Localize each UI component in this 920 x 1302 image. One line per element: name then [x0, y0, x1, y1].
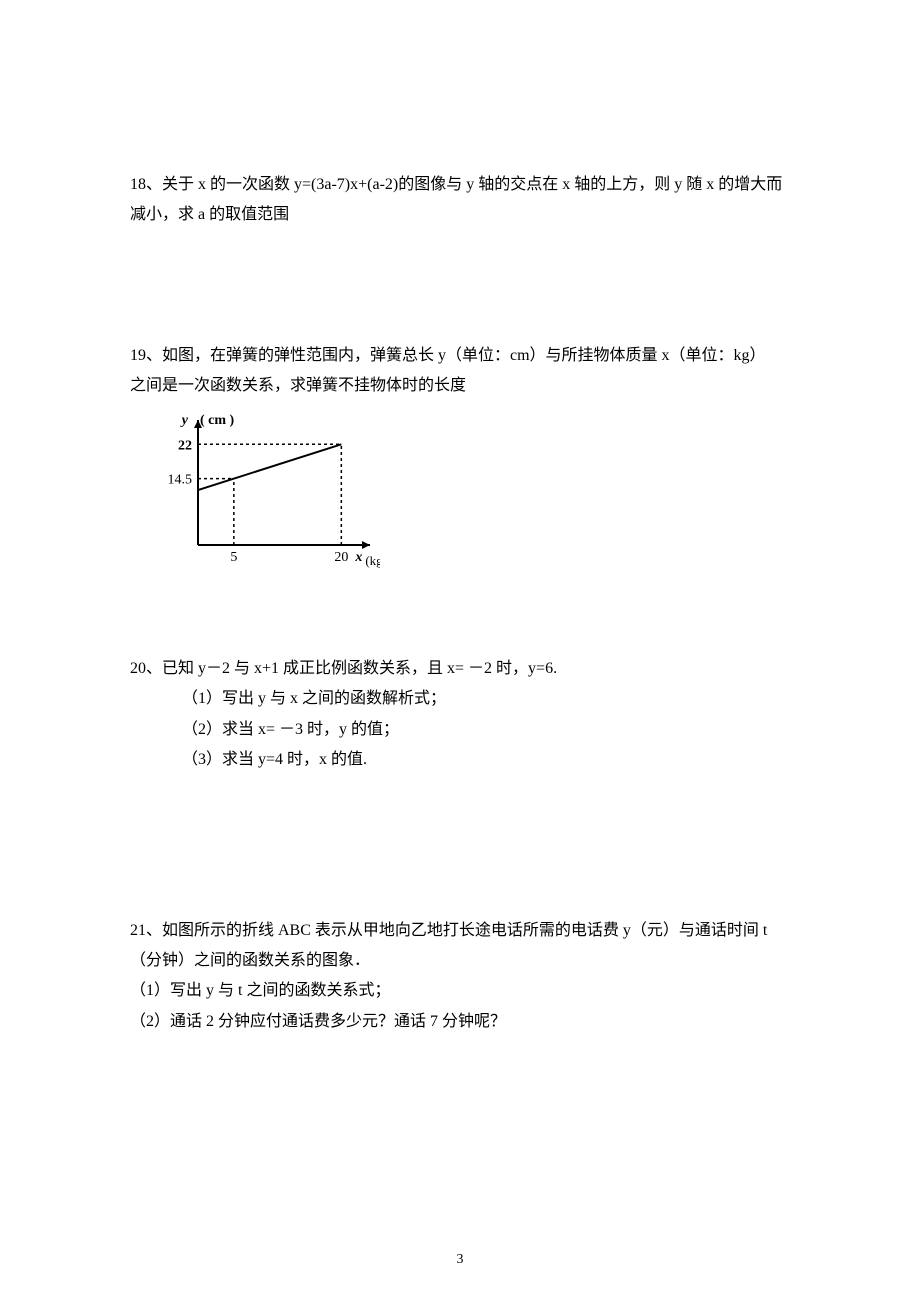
spring-chart-svg: 14.5 22 5 20 y ( cm ) x(kg)	[140, 408, 380, 573]
svg-text:5: 5	[230, 550, 237, 565]
question-18-text: 18、关于 x 的一次函数 y=(3a-7)x+(a-2)的图像与 y 轴的交点…	[130, 176, 782, 223]
question-19-chart: 14.5 22 5 20 y ( cm ) x(kg)	[140, 408, 790, 584]
question-20-sub3: （3）求当 y=4 时，x 的值.	[130, 745, 790, 775]
question-21-line1: 21、如图所示的折线 ABC 表示从甲地向乙地打长途电话所需的电话费 y（元）与…	[130, 916, 790, 946]
question-21-sub1: （1）写出 y 与 t 之间的函数关系式；	[130, 976, 790, 1006]
question-19: 19、如图，在弹簧的弹性范围内，弹簧总长 y（单位：cm）与所挂物体质量 x（单…	[130, 341, 790, 584]
question-21: 21、如图所示的折线 ABC 表示从甲地向乙地打长途电话所需的电话费 y（元）与…	[130, 916, 790, 1038]
svg-text:x: x	[354, 550, 362, 565]
question-21-sub2: （2）通话 2 分钟应付通话费多少元？通话 7 分钟呢？	[130, 1007, 790, 1037]
question-21-line2: （分钟）之间的函数关系的图象．	[130, 946, 790, 976]
svg-text:22: 22	[178, 438, 192, 453]
svg-text:y: y	[180, 413, 189, 428]
question-19-line2: 之间是一次函数关系，求弹簧不挂物体时的长度	[130, 371, 790, 401]
question-20: 20、已知 y－2 与 x+1 成正比例函数关系，且 x= －2 时，y=6. …	[130, 654, 790, 776]
question-20-sub1: （1）写出 y 与 x 之间的函数解析式；	[130, 684, 790, 714]
question-20-sub2: （2）求当 x= －3 时，y 的值；	[130, 715, 790, 745]
question-20-text: 20、已知 y－2 与 x+1 成正比例函数关系，且 x= －2 时，y=6.	[130, 654, 790, 684]
question-18: 18、关于 x 的一次函数 y=(3a-7)x+(a-2)的图像与 y 轴的交点…	[130, 170, 790, 231]
question-19-line1: 19、如图，在弹簧的弹性范围内，弹簧总长 y（单位：cm）与所挂物体质量 x（单…	[130, 341, 790, 371]
page-number: 3	[0, 1247, 920, 1274]
page: 18、关于 x 的一次函数 y=(3a-7)x+(a-2)的图像与 y 轴的交点…	[0, 0, 920, 1302]
svg-text:( cm ): ( cm )	[200, 413, 235, 428]
svg-text:14.5: 14.5	[168, 472, 193, 487]
svg-text:20: 20	[334, 550, 348, 565]
svg-text:(kg): (kg)	[365, 553, 380, 568]
